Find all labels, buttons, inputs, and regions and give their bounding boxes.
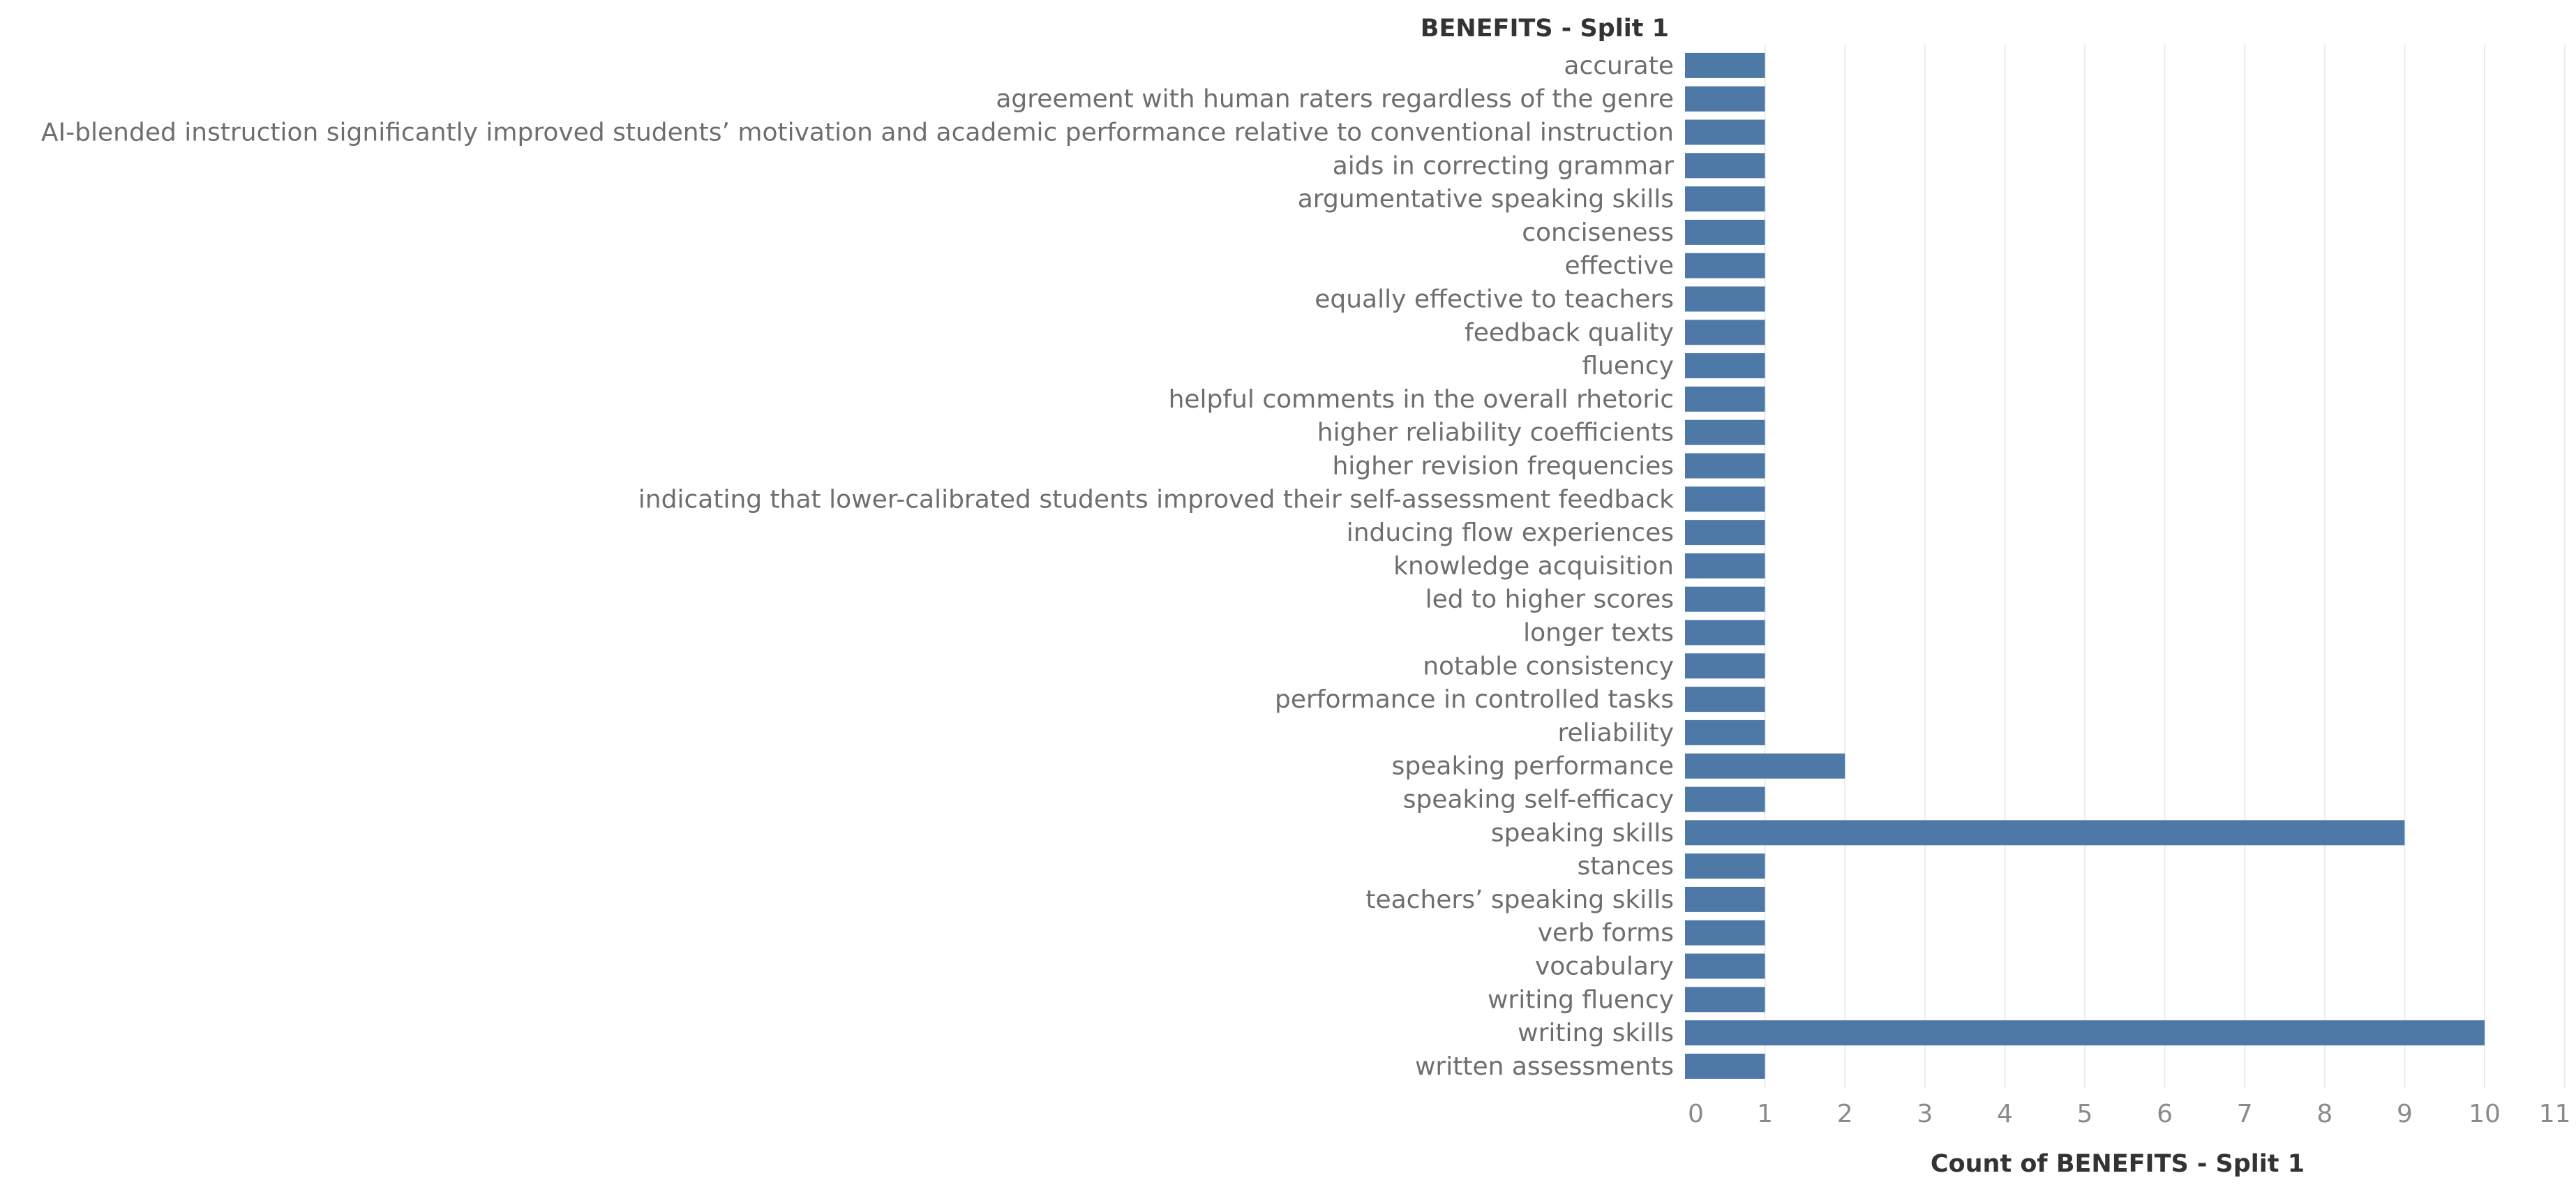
category-label: notable consistency [1423, 652, 1674, 680]
bar[interactable] [1685, 386, 1765, 412]
category-label: writing fluency [1488, 985, 1674, 1014]
category-label: teachers’ speaking skills [1365, 886, 1674, 914]
category-label: accurate [1564, 52, 1674, 80]
category-label: written assessments [1415, 1052, 1674, 1081]
category-label: led to higher scores [1425, 585, 1674, 614]
category-label: longer texts [1523, 619, 1674, 648]
category-label: performance in controlled tasks [1275, 685, 1674, 714]
bar[interactable] [1685, 886, 1765, 912]
bar[interactable] [1685, 653, 1765, 679]
category-label: speaking performance [1392, 752, 1674, 781]
category-label: speaking skills [1491, 819, 1674, 847]
x-tick-label: 11 [2539, 1100, 2571, 1128]
bar[interactable] [1685, 953, 1765, 979]
category-label: AI-blended instruction significantly imp… [41, 119, 1674, 147]
bar[interactable] [1685, 586, 1765, 612]
category-label: aids in correcting grammar [1333, 151, 1674, 180]
bar[interactable] [1685, 486, 1765, 512]
bar[interactable] [1685, 320, 1765, 345]
bar[interactable] [1685, 86, 1765, 112]
bar[interactable] [1685, 820, 2405, 846]
bar[interactable] [1685, 419, 1765, 445]
x-tick-label: 8 [2316, 1100, 2332, 1128]
x-tick-label: 9 [2397, 1100, 2413, 1128]
category-label: feedback quality [1465, 318, 1674, 347]
bar[interactable] [1685, 52, 1765, 78]
category-label: writing skills [1518, 1019, 1674, 1047]
x-tick-label: 0 [1688, 1100, 1704, 1128]
category-label: inducing flow experiences [1347, 518, 1674, 547]
gridlines [1764, 45, 2566, 1089]
x-axis-title: Count of BENEFITS - Split 1 [1931, 1150, 2305, 1178]
category-label: conciseness [1522, 218, 1674, 247]
bar[interactable] [1685, 620, 1765, 645]
category-labels: accurate agreement with human raters rega… [41, 52, 1674, 1081]
bar[interactable] [1685, 286, 1765, 312]
category-label: stances [1578, 852, 1674, 881]
bar[interactable] [1685, 753, 1845, 779]
category-label: reliability [1558, 719, 1675, 747]
bar[interactable] [1685, 219, 1765, 245]
category-label: higher revision frequencies [1332, 452, 1674, 481]
bar[interactable] [1685, 853, 1765, 879]
bar[interactable] [1685, 119, 1765, 145]
x-axis-ticks: 0 1 2 3 4 5 6 7 8 9 10 11 [1688, 1100, 2571, 1128]
x-tick-label: 3 [1917, 1100, 1933, 1128]
bar[interactable] [1685, 786, 1765, 812]
bar[interactable] [1685, 186, 1765, 212]
bar[interactable] [1685, 253, 1765, 278]
bar[interactable] [1685, 553, 1765, 579]
bar[interactable] [1685, 453, 1765, 479]
x-tick-label: 4 [1997, 1100, 2013, 1128]
category-label: helpful comments in the overall rhetoric [1169, 385, 1674, 414]
category-label: agreement with human raters regardless o… [996, 85, 1674, 114]
row-header: BENEFITS - Split 1 [1421, 15, 1669, 43]
category-label: verb forms [1538, 919, 1674, 948]
x-tick-label: 6 [2157, 1100, 2173, 1128]
category-label: effective [1565, 252, 1674, 281]
bar[interactable] [1685, 987, 1765, 1013]
bar[interactable] [1685, 687, 1765, 712]
bar[interactable] [1685, 1020, 2485, 1046]
bar[interactable] [1685, 153, 1765, 179]
category-label: argumentative speaking skills [1298, 185, 1674, 214]
x-tick-label: 7 [2237, 1100, 2253, 1128]
category-label: vocabulary [1535, 953, 1674, 981]
x-tick-label: 1 [1757, 1100, 1773, 1128]
bars [1685, 52, 2485, 1079]
x-tick-label: 5 [2077, 1100, 2093, 1128]
bar[interactable] [1685, 1053, 1765, 1079]
category-label: indicating that lower-calibrated student… [638, 485, 1674, 514]
category-label: higher reliability coefficients [1317, 419, 1674, 447]
x-tick-label: 10 [2469, 1100, 2501, 1128]
bar[interactable] [1685, 520, 1765, 546]
category-label: knowledge acquisition [1393, 552, 1674, 581]
x-tick-label: 2 [1837, 1100, 1853, 1128]
bar[interactable] [1685, 920, 1765, 946]
category-label: equally effective to teachers [1315, 285, 1674, 314]
category-label: fluency [1582, 352, 1674, 380]
bar[interactable] [1685, 719, 1765, 745]
category-label: speaking self-efficacy [1403, 786, 1674, 814]
bar[interactable] [1685, 353, 1765, 379]
